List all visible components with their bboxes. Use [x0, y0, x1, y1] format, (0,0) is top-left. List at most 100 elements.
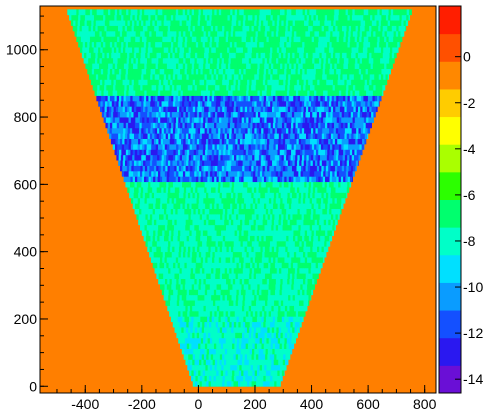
heatmap-cell	[223, 337, 227, 344]
heatmap-cell	[263, 267, 266, 274]
heatmap-cell	[211, 289, 215, 296]
heatmap-cell	[141, 127, 144, 134]
heatmap-cell	[277, 143, 281, 150]
heatmap-cell	[231, 235, 235, 242]
heatmap-cell	[253, 224, 256, 231]
heatmap-cell	[281, 343, 285, 349]
heatmap-cell	[290, 316, 294, 323]
heatmap-cell	[229, 370, 233, 376]
heatmap-cell	[182, 176, 186, 183]
heatmap-cell	[118, 106, 121, 113]
heatmap-cell	[274, 267, 278, 274]
heatmap-cell	[297, 213, 300, 220]
heatmap-cell	[262, 197, 265, 204]
heatmap-cell	[237, 170, 240, 177]
heatmap-cell	[261, 364, 265, 371]
heatmap-cell	[311, 203, 315, 209]
heatmap-cell	[208, 321, 212, 328]
heatmap-cell	[177, 73, 181, 80]
heatmap-cell	[154, 127, 158, 134]
heatmap-cell	[246, 278, 250, 285]
heatmap-cell	[266, 224, 270, 231]
heatmap-cell	[230, 310, 233, 317]
heatmap-cell	[356, 149, 360, 156]
heatmap-cell	[296, 332, 298, 339]
heatmap-cell	[310, 138, 313, 145]
heatmap-cell	[178, 337, 181, 344]
heatmap-cell	[291, 332, 295, 339]
heatmap-cell	[175, 176, 179, 183]
heatmap-cell	[293, 176, 297, 183]
heatmap-cell	[236, 348, 239, 355]
heatmap-cell	[216, 310, 220, 317]
heatmap-cell	[209, 235, 212, 242]
heatmap-cell	[164, 90, 168, 96]
heatmap-cell	[166, 122, 170, 129]
heatmap-cell	[326, 79, 329, 86]
heatmap-cell	[348, 117, 351, 123]
heatmap-cell	[298, 192, 302, 199]
heatmap-cell	[118, 73, 122, 80]
heatmap-cell	[255, 364, 258, 371]
heatmap-cell	[321, 213, 325, 220]
heatmap-cell	[175, 289, 179, 296]
heatmap-cell	[247, 79, 250, 86]
heatmap-cell	[192, 219, 196, 226]
heatmap-cell	[288, 122, 292, 129]
heatmap-cell	[111, 127, 115, 134]
heatmap-cell	[218, 375, 221, 382]
heatmap-cell	[301, 154, 305, 161]
heatmap-cell	[272, 127, 276, 134]
heatmap-cell	[189, 176, 192, 183]
heatmap-cell	[203, 138, 207, 145]
heatmap-cell	[255, 332, 259, 339]
heatmap-cell	[256, 213, 259, 220]
heatmap-cell	[236, 122, 240, 129]
heatmap-cell	[120, 100, 124, 107]
heatmap-cell	[292, 187, 296, 193]
heatmap-cell	[220, 176, 224, 183]
heatmap-cell	[151, 197, 154, 204]
heatmap-cell	[379, 95, 382, 102]
heatmap-cell	[238, 289, 242, 296]
heatmap-cell	[181, 321, 185, 328]
heatmap-cell	[272, 294, 275, 301]
heatmap-cell	[323, 251, 326, 258]
heatmap-cell	[188, 127, 192, 134]
heatmap-cell	[220, 100, 224, 107]
heatmap-cell	[228, 380, 232, 387]
heatmap-cell	[294, 305, 297, 312]
heatmap-cell	[295, 95, 299, 102]
heatmap-cell	[205, 84, 209, 91]
heatmap-cell	[221, 251, 225, 258]
heatmap-cell	[315, 73, 319, 80]
heatmap-cell	[307, 257, 310, 263]
heatmap-cell	[241, 170, 245, 177]
heatmap-cell	[155, 176, 158, 183]
heatmap-cell	[238, 213, 241, 220]
heatmap-cell	[131, 160, 135, 166]
heatmap-cell	[237, 305, 241, 312]
heatmap-cell	[314, 138, 318, 145]
heatmap-cell	[131, 133, 135, 139]
heatmap-cell	[207, 251, 211, 258]
heatmap-cell	[230, 90, 233, 96]
heatmap-cell	[213, 267, 217, 274]
heatmap-cell	[298, 197, 302, 204]
heatmap-cell	[192, 332, 195, 339]
heatmap-cell	[182, 230, 186, 236]
heatmap-cell	[268, 337, 272, 344]
heatmap-cell	[273, 305, 277, 312]
heatmap-cell	[279, 235, 283, 242]
heatmap-cell	[140, 138, 143, 145]
heatmap-cell	[277, 343, 280, 349]
heatmap-cell	[140, 192, 144, 199]
heatmap-cell	[172, 133, 176, 139]
heatmap-cell	[259, 262, 262, 269]
heatmap-cell	[236, 154, 239, 161]
heatmap-cell	[286, 208, 289, 215]
heatmap-cell	[228, 143, 231, 150]
heatmap-cell	[279, 316, 283, 323]
heatmap-cell	[188, 73, 192, 80]
heatmap-cell	[154, 267, 158, 274]
